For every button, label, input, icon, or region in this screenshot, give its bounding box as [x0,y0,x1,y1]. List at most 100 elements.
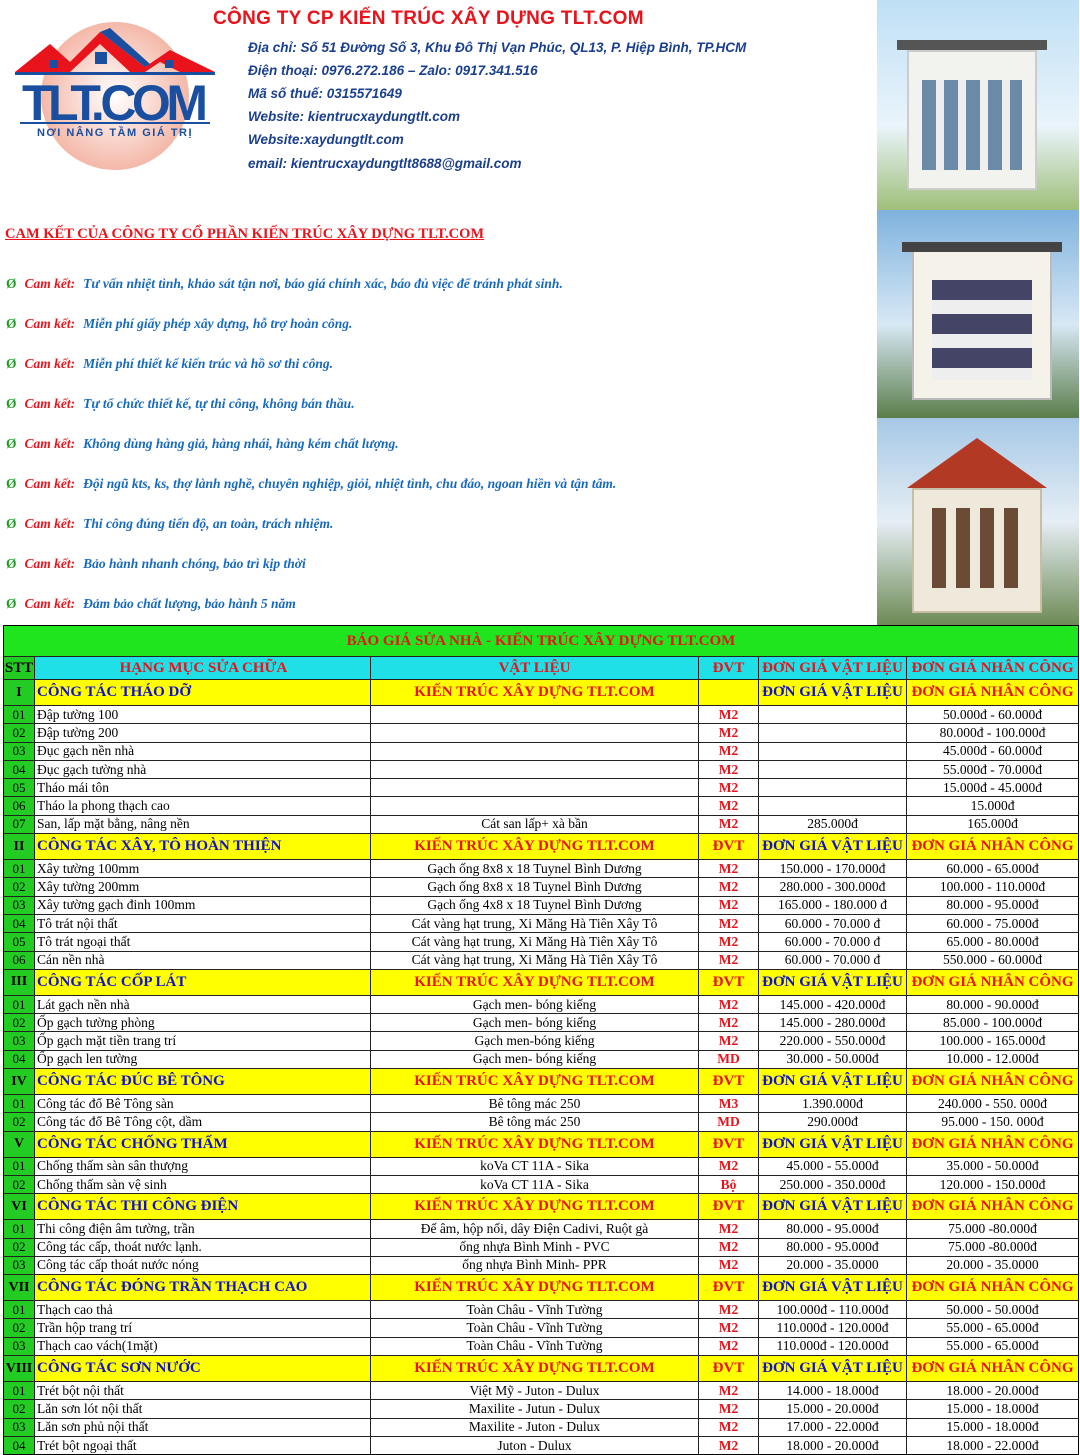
cell-labor-price: 50.000đ - 60.000đ [906,706,1078,724]
cell-labor-price: 75.000 -80.000đ [906,1238,1078,1256]
section-item: CÔNG TÁC ĐÚC BÊ TÔNG [34,1069,370,1095]
section-stt: V [4,1131,34,1157]
commitment-keyword: Cam kết: [24,276,76,291]
cell-unit: M2 [698,1382,758,1400]
section-labor-price: ĐƠN GIÁ NHÂN CÔNG [906,834,1078,860]
table-row: 06 Cán nền nhà Cát vàng hạt trung, Xi Măng… [4,950,1078,969]
section-labor-price: ĐƠN GIÁ NHÂN CÔNG [906,1131,1078,1157]
cell-item: Lát gạch nền nhà [34,995,370,1014]
cell-stt: 03 [4,742,34,760]
cell-material: Gạch men-bóng kiếng [370,1032,698,1050]
cell-item: Xây tường gạch đinh 100mm [34,896,370,914]
cell-material: ống nhựa Bình Minh - PVC [370,1238,698,1256]
section-labor-price: ĐƠN GIÁ NHÂN CÔNG [906,1356,1078,1382]
cell-labor-price: 120.000 - 150.000đ [906,1175,1078,1194]
table-row: 01 Trét bột nội thất Việt Mỹ - Juton - Dul… [4,1381,1078,1400]
cell-material-price [758,779,906,797]
cell-item: Thạch cao vách(1mặt) [34,1337,370,1356]
cell-labor-price: 45.000đ - 60.000đ [906,742,1078,760]
table-row: 03 Công tác cấp thoát nước nóng ống nhựa B… [4,1255,1078,1275]
cell-labor-price: 240.000 - 550. 000đ [906,1095,1078,1113]
cell-labor-price: 10.000 - 12.000đ [906,1050,1078,1069]
section-item: CÔNG TÁC SƠN NƯỚC [34,1356,370,1382]
section-stt: I [4,680,34,705]
section-stt: VI [4,1194,34,1220]
cell-stt: 06 [4,797,34,815]
section-material: KIẾN TRÚC XÂY DỰNG TLT.COM [370,834,698,860]
cell-stt: 02 [4,1319,34,1337]
cell-item: Đập tường 100 [34,706,370,724]
cell-material: Cát san lấp+ xà bần [370,815,698,834]
cell-item: Công tác cấp, thoát nước lạnh. [34,1238,370,1256]
cell-item: Xây tường 200mm [34,878,370,896]
cell-material-price [758,742,906,760]
cell-labor-price: 15.000 - 18.000đ [906,1418,1078,1436]
cell-stt: 05 [4,779,34,797]
cell-stt: 01 [4,1301,34,1319]
cell-material-price: 100.000đ - 110.000đ [758,1301,906,1319]
section-labor-price: ĐƠN GIÁ NHÂN CÔNG [906,680,1078,705]
section-unit: ĐVT [698,1356,758,1382]
table-row: 02 Lăn sơn lót nội thất Maxilite - Jutun -… [4,1399,1078,1418]
table-title: BÁO GIÁ SỬA NHÀ - KIẾN TRÚC XÂY DỰNG TLT… [4,626,1078,656]
cell-unit: MD [698,1050,758,1069]
cell-stt: 03 [4,1418,34,1436]
cell-material: Gạch ống 8x8 x 18 Tuynel Bình Dương [370,860,698,878]
cell-item: Công tác đổ Bê Tông sàn [34,1095,370,1113]
cell-labor-price: 15.000đ [906,797,1078,815]
cell-stt: 03 [4,1256,34,1275]
cell-unit: M2 [698,1256,758,1275]
section-row: IV CÔNG TÁC ĐÚC BÊ TÔNG KIẾN TRÚC XÂY DỰNG… [4,1068,1078,1095]
commitment-item: Ø Cam kết: Đội ngũ kts, ks, thợ lành nghề,… [6,476,616,492]
cell-material: Gạch ống 4x8 x 18 Tuynel Bình Dương [370,896,698,914]
cell-material: koVa CT 11A - Sika [370,1157,698,1175]
cell-unit: M2 [698,760,758,779]
cell-item: Lăn sơn phủ nội thất [34,1418,370,1436]
cell-labor-price: 55.000 - 65.000đ [906,1319,1078,1337]
section-stt: III [4,969,34,995]
cell-unit: M2 [698,1301,758,1319]
cell-material-price: 20.000 - 35.0000 [758,1256,906,1275]
cell-stt: 01 [4,706,34,724]
commitment-item: Ø Cam kết: Tư vấn nhiệt tình, khảo sát tận… [6,276,563,292]
table-row: 01 Xây tường 100mm Gạch ống 8x8 x 18 Tuyne… [4,859,1078,878]
table-row: 06 Tháo la phong thạch cao M2 15.000đ [4,796,1078,815]
website-link[interactable]: Website:xaydungtlt.com [248,132,404,147]
cell-unit: M2 [698,896,758,914]
header-labor-price: ĐƠN GIÁ NHÂN CÔNG [906,657,1078,679]
cell-labor-price: 15.000 - 18.000đ [906,1400,1078,1418]
cell-material [370,724,698,742]
section-material-price: ĐƠN GIÁ VẬT LIỆU [758,1275,906,1301]
cell-unit: M2 [698,951,758,969]
header-material-price: ĐƠN GIÁ VẬT LIỆU [758,657,906,679]
website-link[interactable]: Website: kientrucxaydungtlt.com [248,109,461,124]
cell-unit: M2 [698,724,758,742]
section-material: KIẾN TRÚC XÂY DỰNG TLT.COM [370,1275,698,1301]
commitment-text: Miễn phí giấy phép xây dựng, hỗ trợ hoàn… [83,316,353,331]
table-row: 01 Đập tường 100 M2 50.000đ - 60.000đ [4,705,1078,724]
section-material-price: ĐƠN GIÁ VẬT LIỆU [758,1131,906,1157]
company-name: CÔNG TY CP KIẾN TRÚC XÂY DỰNG TLT.COM [213,8,644,29]
cell-labor-price: 95.000 - 150. 000đ [906,1113,1078,1131]
section-stt: VII [4,1275,34,1301]
commitment-item: Ø Cam kết: Không dùng hàng giả, hàng nhái,… [6,436,399,452]
cell-item: Chống thấm sàn sân thượng [34,1157,370,1175]
section-material: KIẾN TRÚC XÂY DỰNG TLT.COM [370,969,698,995]
commitment-text: Miễn phí thiết kế kiến trúc và hồ sơ thi… [83,356,334,371]
cell-labor-price: 550.000 - 60.000đ [906,951,1078,969]
cell-stt: 06 [4,951,34,969]
cell-material-price: 15.000 - 20.000đ [758,1400,906,1418]
table-row: 04 Trét bột ngoại thất Juton - Dulux M2 18.0… [4,1435,1078,1455]
bullet-icon: Ø [6,516,17,531]
price-table: BÁO GIÁ SỬA NHÀ - KIẾN TRÚC XÂY DỰNG TLT… [3,625,1079,1455]
email-link[interactable]: email: kientrucxaydungtlt8688@gmail.com [248,156,522,171]
cell-labor-price: 75.000 -80.000đ [906,1220,1078,1238]
cell-stt: 01 [4,860,34,878]
cell-labor-price: 60.000 - 65.000đ [906,860,1078,878]
cell-stt: 04 [4,914,34,933]
table-row: 02 Chống thấm sàn vệ sinh koVa CT 11A - Si… [4,1174,1078,1194]
cell-unit: M2 [698,1032,758,1050]
cell-unit: M2 [698,1418,758,1436]
cell-stt: 02 [4,724,34,742]
cell-item: Cán nền nhà [34,951,370,969]
